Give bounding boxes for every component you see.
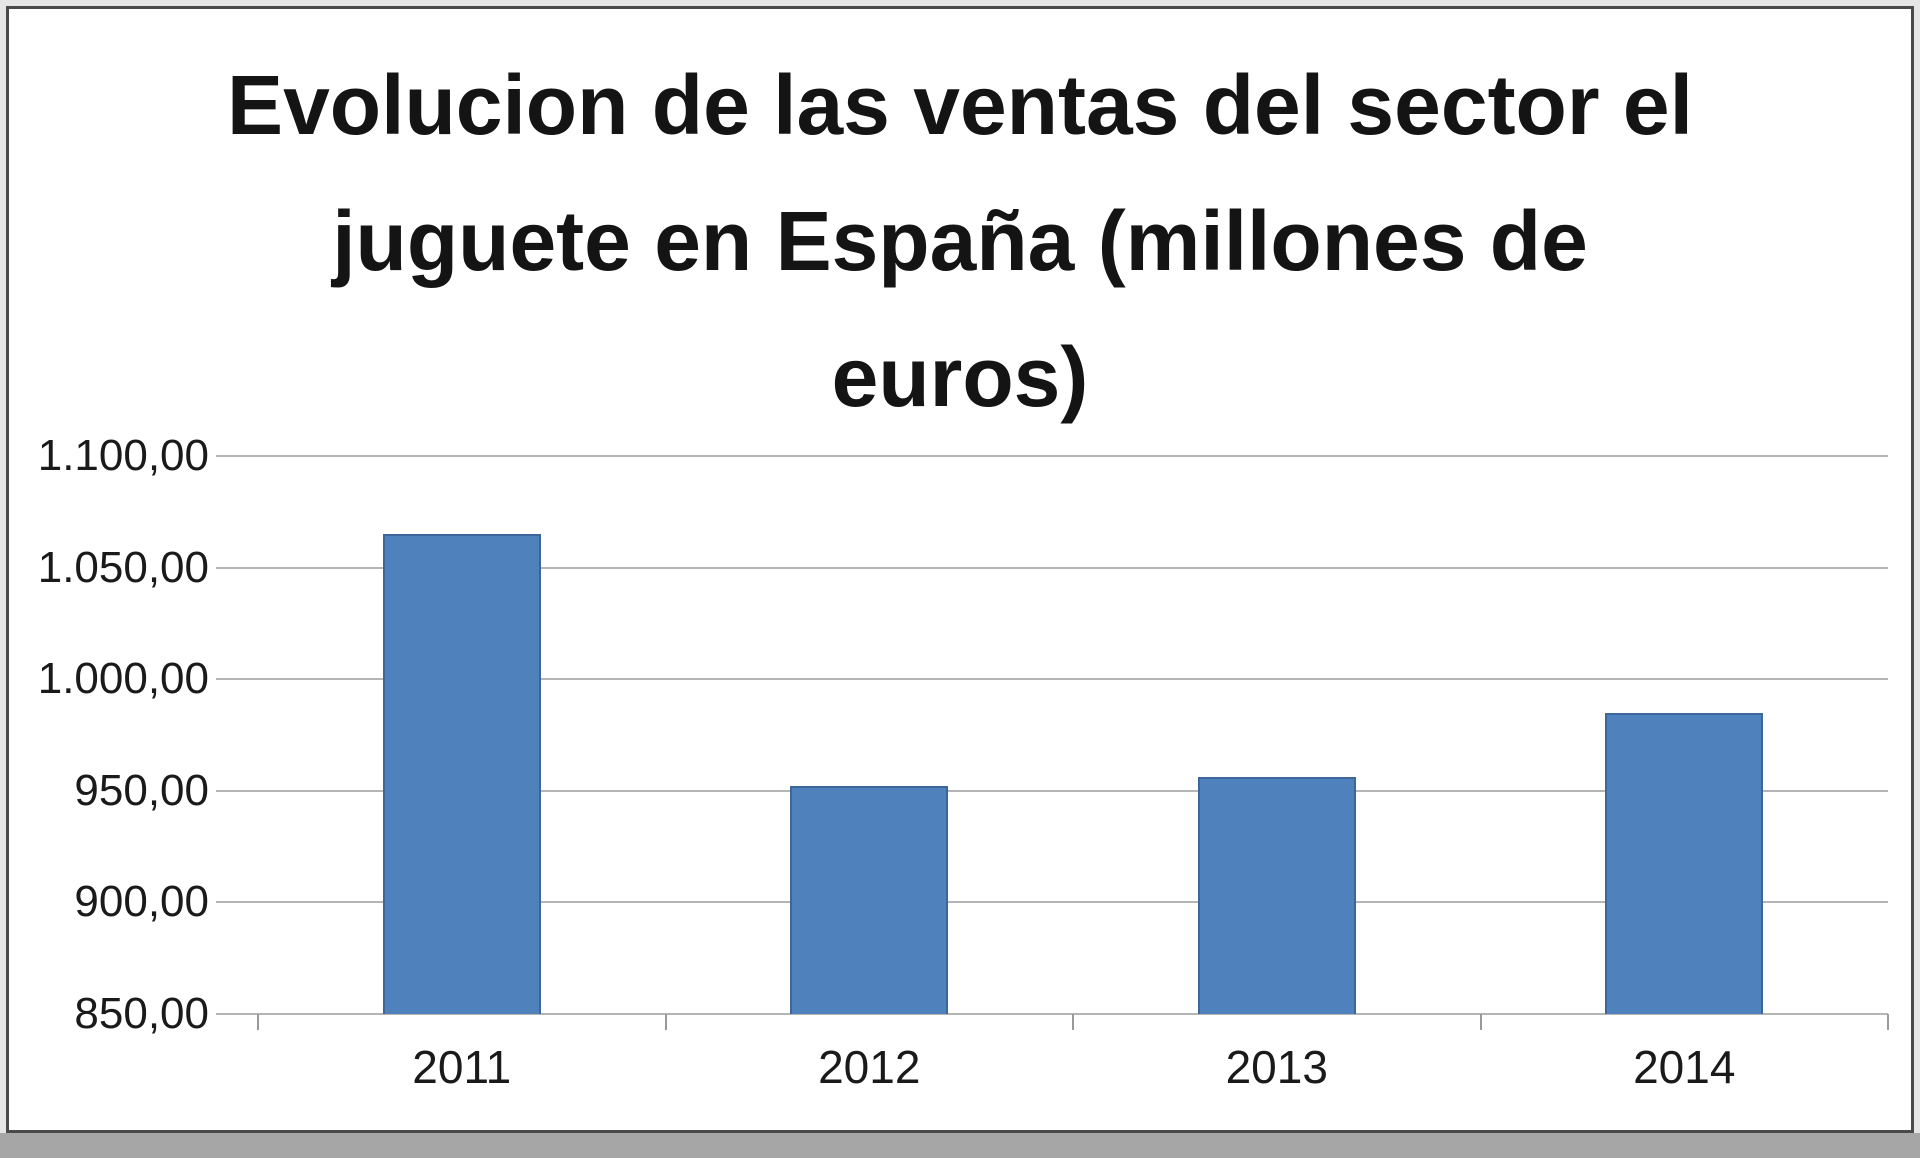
gridline bbox=[216, 901, 1888, 904]
x-axis-tick-label: 2013 bbox=[1225, 1041, 1328, 1093]
x-axis-tick-label: 2011 bbox=[412, 1041, 512, 1093]
gridline bbox=[216, 566, 1888, 569]
x-axis-tick bbox=[257, 1014, 259, 1030]
bar-2013 bbox=[1197, 777, 1356, 1014]
x-axis-tick bbox=[1887, 1014, 1889, 1030]
x-axis-tick bbox=[1072, 1014, 1074, 1030]
y-axis-tick-label: 1.000,00 bbox=[37, 654, 209, 704]
y-axis-tick-label: 950,00 bbox=[74, 765, 209, 815]
gridline bbox=[216, 455, 1888, 457]
bottom-band bbox=[0, 1133, 1920, 1158]
x-axis-tick-label: 2012 bbox=[818, 1041, 921, 1093]
bar-2014 bbox=[1605, 712, 1764, 1014]
gridline bbox=[216, 678, 1888, 681]
y-axis-tick-label: 1.050,00 bbox=[37, 542, 209, 592]
chart-title-line-2: juguete en España (millones de bbox=[332, 194, 1588, 289]
y-axis-labels: 850,00 900,00 950,00 1.000,00 1.050,00 1.100,… bbox=[19, 431, 209, 1038]
chart-title-line-3: euros) bbox=[831, 330, 1089, 425]
y-axis-tick-label: 850,00 bbox=[74, 989, 209, 1038]
x-axis-tick bbox=[664, 1014, 667, 1030]
x-axis-tick-label: 2014 bbox=[1633, 1041, 1736, 1093]
gridline bbox=[216, 1013, 1888, 1015]
plot-area: 2011 2012 2013 2014 bbox=[216, 455, 1889, 1093]
chart-title-line-1: Evolucion de las ventas del sector el bbox=[227, 58, 1693, 152]
gridline bbox=[216, 789, 1888, 792]
y-axis-tick-label: 1.100,00 bbox=[37, 431, 209, 480]
y-axis-tick-label: 900,00 bbox=[74, 877, 209, 927]
chart-title: Evolucion de las ventas del sector el ju… bbox=[110, 37, 1810, 445]
bar-2012 bbox=[790, 786, 949, 1014]
bar-2011 bbox=[382, 534, 541, 1014]
chart-frame: Evolucion de las ventas del sector el ju… bbox=[6, 6, 1914, 1133]
x-axis-tick bbox=[1479, 1014, 1482, 1030]
